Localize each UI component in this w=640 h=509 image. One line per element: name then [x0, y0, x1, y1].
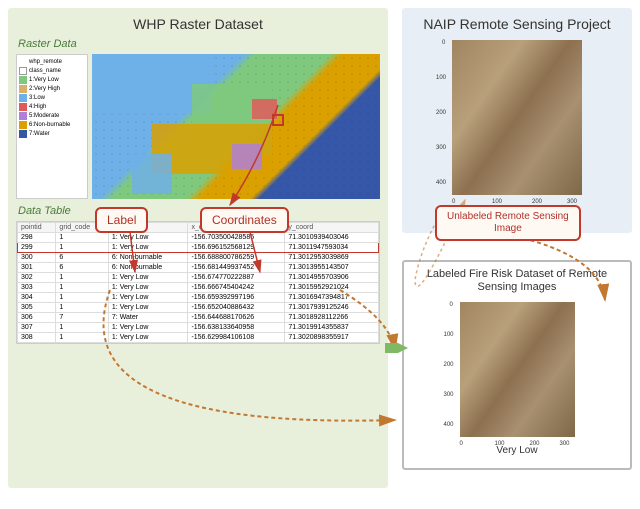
- table-row: 30677: Water-156.64468817062671.30189281…: [18, 313, 379, 323]
- legend-item: 3:Low: [19, 94, 85, 102]
- whp-title: WHP Raster Dataset: [8, 16, 388, 32]
- legend-item: 1:Very Low: [19, 76, 85, 84]
- callout-unlabeled: Unlabeled Remote SensingImage: [435, 205, 581, 241]
- labeled-caption: Very Low: [404, 445, 630, 456]
- whp-panel: WHP Raster Dataset Raster Data whp_remot…: [8, 8, 388, 488]
- table-row: 30711: Very Low-156.63813364095871.30199…: [18, 323, 379, 333]
- table-row: 30511: Very Low-156.65204088643271.30179…: [18, 303, 379, 313]
- naip-panel: NAIP Remote Sensing Project 0 100 200 30…: [402, 8, 632, 233]
- labeled-panel: Labeled Fire Risk Dataset of Remote Sens…: [402, 260, 632, 470]
- table-row: 30166: Non-burnable-156.68144993745271.3…: [18, 263, 379, 273]
- raster-row: whp_remoteclass_name1:Very Low2:Very Hig…: [16, 54, 380, 199]
- legend-item: 2:Very High: [19, 85, 85, 93]
- table-row: 30411: Very Low-156.65939299719671.30169…: [18, 293, 379, 303]
- table-row: 30311: Very Low-156.66674540424271.30159…: [18, 283, 379, 293]
- table-row: 30066: Non-burnable-156.68880078625971.3…: [18, 253, 379, 263]
- table-header: pointid: [18, 223, 56, 233]
- labeled-title: Labeled Fire Risk Dataset of Remote Sens…: [404, 268, 630, 294]
- table-row: 29911: Very Low-156.69615256812971.30119…: [18, 243, 379, 253]
- naip-title: NAIP Remote Sensing Project: [402, 16, 632, 32]
- table-header: y_coord: [285, 223, 379, 233]
- callout-label: Label: [95, 207, 148, 233]
- raster-target-box: [272, 114, 284, 126]
- legend-item: 6:Non-burnable: [19, 121, 85, 129]
- data-table: pointidgrid_codeclass_descx_coordy_coord…: [17, 222, 379, 343]
- legend-item: 7:Water: [19, 130, 85, 138]
- raster-legend: whp_remoteclass_name1:Very Low2:Very Hig…: [16, 54, 88, 199]
- legend-item: class_name: [19, 67, 85, 75]
- raster-subtitle: Raster Data: [18, 38, 388, 50]
- raster-map: [92, 54, 380, 199]
- table-row: 30211: Very Low-156.67477022288771.30149…: [18, 273, 379, 283]
- labeled-image: 0 100 200 300 400 0 100 200 300: [460, 302, 575, 437]
- legend-item: whp_remote: [19, 58, 85, 66]
- callout-coordinates: Coordinates: [200, 207, 289, 233]
- legend-item: 4:High: [19, 103, 85, 111]
- legend-item: 5:Moderate: [19, 112, 85, 120]
- table-row: 30811: Very Low-156.62998410610871.30208…: [18, 333, 379, 343]
- table-row: 29811: Very Low-156.70350042858571.30109…: [18, 233, 379, 243]
- data-table-wrap: pointidgrid_codeclass_descx_coordy_coord…: [16, 221, 380, 344]
- naip-image: 0 100 200 300 400 0 100 200 300: [452, 40, 582, 195]
